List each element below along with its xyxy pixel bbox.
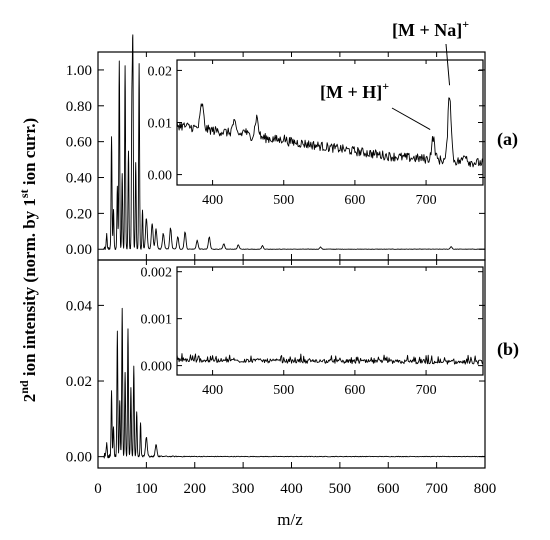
- panel-a-spectrum: [103, 34, 485, 250]
- annotation-m-plus-h-pointer: [391, 107, 431, 130]
- panel-a-inset-plot: 0.00 0.01 0.02 400 500 600 700: [148, 60, 484, 208]
- panel-a-ytick-label: 0.60: [66, 135, 92, 151]
- x-tick-label: 100: [135, 481, 158, 497]
- x-tick-label: 500: [329, 481, 352, 497]
- annotation-m-plus-na-main: [M + Na]: [392, 20, 462, 40]
- annotation-m-plus-na-sup: +: [462, 17, 469, 31]
- inset-b-ytick-label: 0.002: [141, 266, 173, 281]
- panel-a-ytick-label: 0.20: [66, 206, 92, 222]
- panel-b-inset-frame: [176, 266, 484, 376]
- y-title-mid: ion intensity (norm. by 1: [20, 198, 39, 380]
- panel-a-inset-frame: [176, 59, 484, 186]
- annotation-m-plus-h-sup: +: [382, 79, 389, 93]
- panel-a-ytick-label: 0.40: [66, 171, 92, 187]
- annotation-m-plus-na: [M + Na]+: [392, 17, 469, 40]
- inset-a-spectrum: [176, 97, 484, 168]
- panel-a-main-plot: 0.00 0.20 0.40 0.60 0.80 1.00: [66, 34, 486, 260]
- inset-b-ytick-label: 0.001: [141, 313, 173, 328]
- panel-b-ytick-label: 0.00: [66, 450, 92, 466]
- panel-a-label: (a): [497, 129, 518, 150]
- panel-a-ytick-label: 1.00: [66, 63, 92, 79]
- inset-a-ytick-label: 0.02: [148, 64, 173, 79]
- x-tick-label: 700: [425, 481, 448, 497]
- y-title-2: 2: [20, 394, 39, 403]
- x-axis-title: m/z: [277, 510, 303, 529]
- annotation-m-plus-h-main: [M + H]: [320, 82, 382, 102]
- panel-b-main-plot: 0.00 0.02 0.04 0 100 200 300 400 500 600 700 800: [66, 260, 497, 497]
- inset-b-xtick-label: 500: [273, 383, 294, 398]
- panel-a-annotations: [M + H]+[M + Na]+: [320, 17, 469, 130]
- annotation-m-plus-na-pointer: [445, 43, 451, 86]
- inset-a-ytick-label: 0.00: [148, 169, 173, 184]
- x-tick-label: 200: [184, 481, 207, 497]
- inset-b-xtick-label: 700: [416, 383, 437, 398]
- y-title-end: ion curr.): [20, 118, 39, 190]
- panel-b-ytick-label: 0.04: [66, 298, 93, 314]
- panel-a-ytick-label: 0.80: [66, 99, 92, 115]
- inset-a-xtick-label: 600: [344, 193, 365, 208]
- inset-a-xtick-label: 500: [273, 193, 294, 208]
- panel-b-inset-plot: 0.000 0.001 0.002 400 500 600 700: [141, 266, 484, 398]
- inset-b-xtick-label: 600: [344, 383, 365, 398]
- x-tick-label: 400: [280, 481, 303, 497]
- panel-b-label: (b): [497, 339, 519, 360]
- inset-b-spectrum: [176, 353, 484, 365]
- x-tick-label: 300: [232, 481, 255, 497]
- inset-a-ytick-label: 0.01: [148, 117, 173, 132]
- annotation-m-plus-h: [M + H]+: [320, 79, 389, 102]
- panel-b-ytick-label: 0.02: [66, 374, 92, 390]
- inset-a-xtick-label: 400: [202, 193, 223, 208]
- x-tick-label: 0: [94, 481, 102, 497]
- panel-b-spectrum: [103, 307, 485, 459]
- panel-a-ytick-label: 0.00: [66, 242, 92, 258]
- y-title-nd: nd: [17, 380, 31, 394]
- inset-b-xtick-label: 400: [202, 383, 223, 398]
- y-axis-title: 2nd ion intensity (norm. by 1st ion curr…: [17, 118, 39, 402]
- x-tick-label: 600: [377, 481, 400, 497]
- inset-b-ytick-label: 0.000: [141, 360, 173, 375]
- inset-a-xtick-label: 700: [416, 193, 437, 208]
- x-tick-label: 800: [474, 481, 497, 497]
- y-title-st: st: [17, 189, 31, 198]
